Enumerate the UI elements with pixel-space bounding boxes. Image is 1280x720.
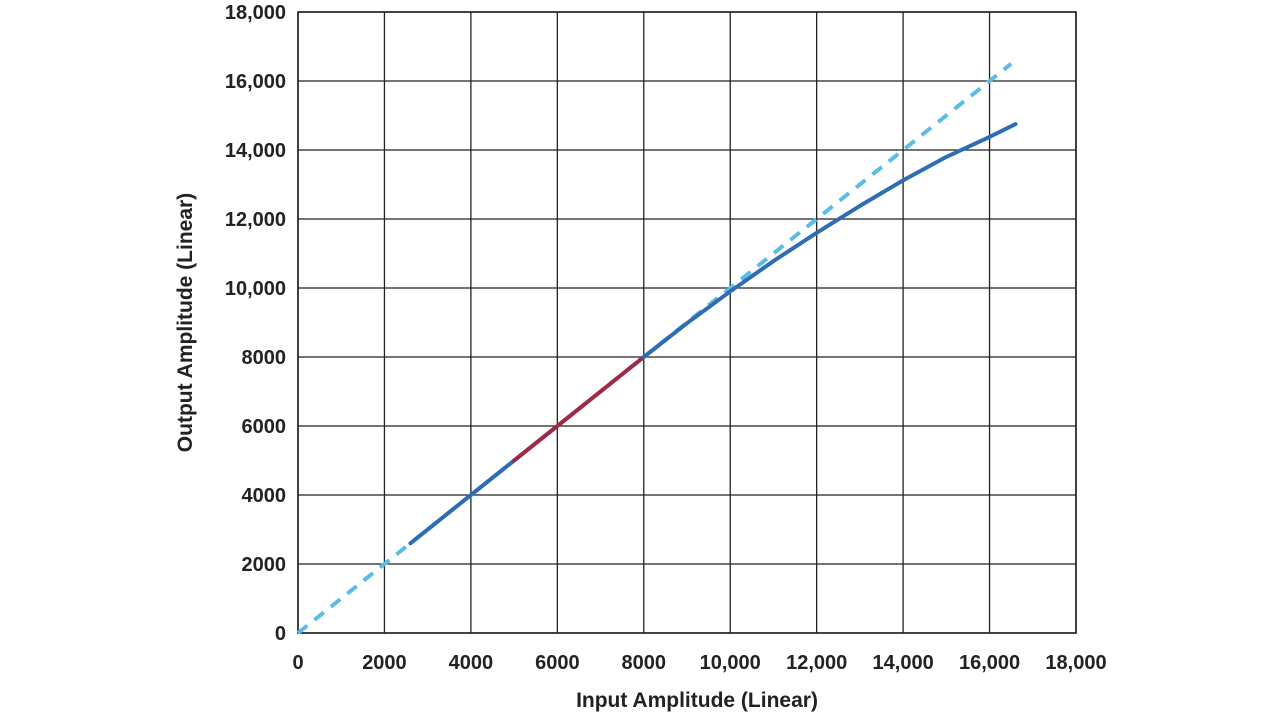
x-tick-label: 12,000 [786, 652, 847, 674]
y-tick-label: 6000 [242, 416, 287, 438]
y-tick-label: 10,000 [225, 278, 286, 300]
y-tick-label: 14,000 [225, 140, 286, 162]
y-tick-labels: 0 2000 4000 6000 8000 10,000 12,000 14,000 16,00… [225, 2, 286, 645]
y-tick-label: 8000 [242, 347, 287, 369]
x-tick-labels: 0 2000 4000 6000 8000 10,000 12,000 14,000 16,00… [292, 652, 1106, 674]
x-tick-label: 14,000 [873, 652, 934, 674]
y-tick-label: 18,000 [225, 2, 286, 24]
y-tick-label: 12,000 [225, 209, 286, 231]
x-axis-label: Input Amplitude (Linear) [576, 689, 818, 712]
y-tick-label: 0 [275, 623, 286, 645]
x-tick-label: 4000 [449, 652, 494, 674]
x-tick-label: 2000 [362, 652, 407, 674]
y-axis-label: Output Amplitude (Linear) [174, 193, 197, 452]
x-tick-label: 18,000 [1045, 652, 1106, 674]
x-tick-label: 16,000 [959, 652, 1020, 674]
x-tick-label: 10,000 [700, 652, 761, 674]
x-tick-label: 0 [292, 652, 303, 674]
plot-frame [297, 11, 1077, 634]
x-tick-label: 8000 [622, 652, 667, 674]
grid [297, 11, 1077, 634]
y-tick-label: 16,000 [225, 71, 286, 93]
x-tick-label: 6000 [535, 652, 580, 674]
series-line-3 [641, 122, 1018, 359]
y-tick-label: 2000 [242, 554, 287, 576]
series-line-2 [512, 355, 646, 463]
series-line-1 [408, 458, 517, 546]
series-group [296, 62, 1018, 635]
y-tick-label: 4000 [242, 485, 287, 507]
